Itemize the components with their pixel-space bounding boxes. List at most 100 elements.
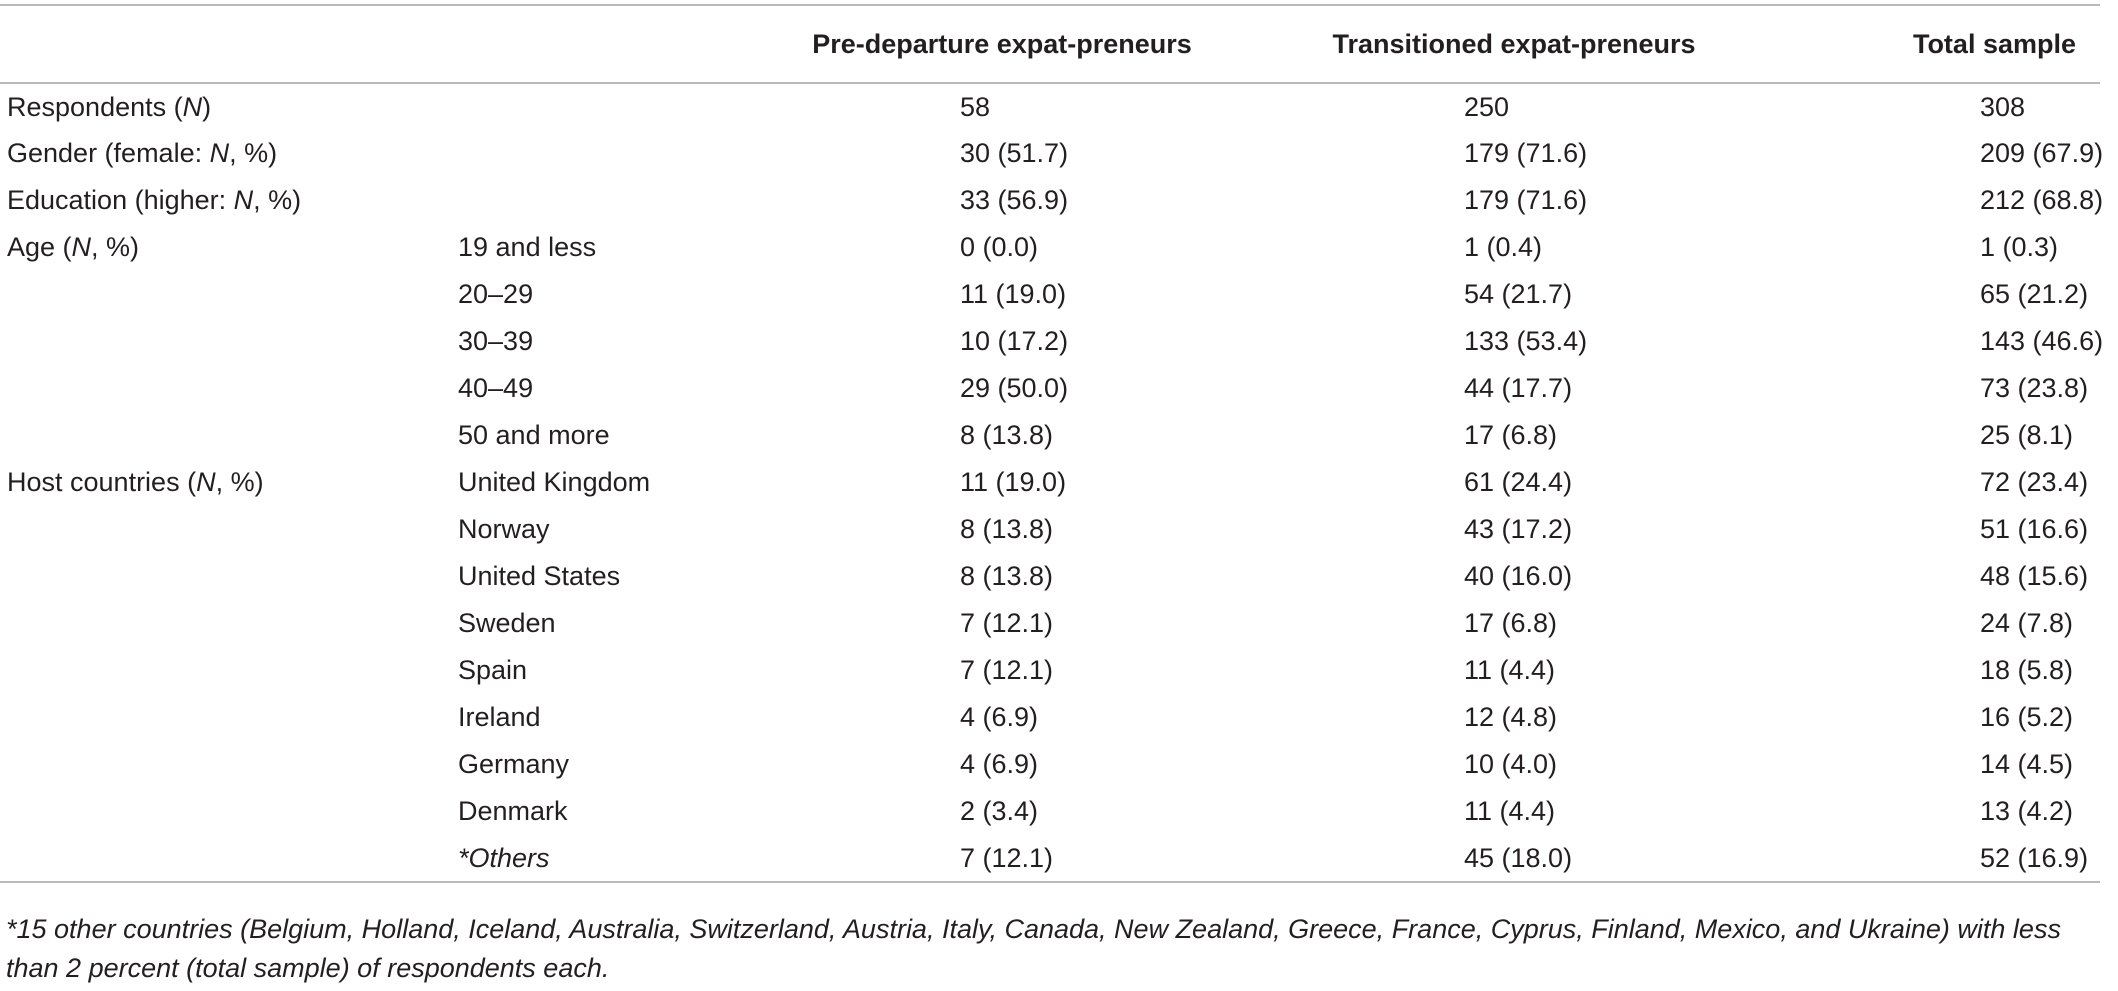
row-subcategory <box>452 83 764 130</box>
header-cell-label <box>0 4 452 84</box>
cell-pre-departure: 8 (13.8) <box>960 561 1054 591</box>
row-label: Host countries (N, %) <box>0 459 452 506</box>
cell-pre-departure: 7 (12.1) <box>764 835 1240 883</box>
cell-total: 25 (8.1) <box>1980 420 2074 450</box>
row-label <box>0 412 452 459</box>
row-subcategory: 40–49 <box>458 373 534 403</box>
cell-transitioned: 44 (17.7) <box>1464 373 1573 403</box>
row-subcategory: Denmark <box>458 796 568 826</box>
header-cell-transitioned: Transitioned expat-preneurs <box>1240 4 1788 84</box>
row-label-text: Education (higher: <box>7 185 234 215</box>
cell-pre-departure: 4 (6.9) <box>960 749 1039 779</box>
table-row: Host countries (N, %) United Kingdom 11 (1… <box>0 459 2100 506</box>
cell-pre-departure: 8 (13.8) <box>960 420 1054 450</box>
cell-transitioned: 179 (71.6) <box>1464 185 1588 215</box>
cell-total: 65 (21.2) <box>1980 279 2089 309</box>
row-label <box>0 788 452 835</box>
row-label-italic: N <box>182 91 203 122</box>
row-label-end: , %) <box>215 467 264 497</box>
table-row: Sweden 7 (12.1) 17 (6.8) 24 (7.8) <box>0 600 2100 647</box>
cell-transitioned: 17 (6.8) <box>1464 608 1558 638</box>
row-subcategory: Germany <box>458 749 570 779</box>
header-cell-sub <box>452 4 764 84</box>
cell-total: 72 (23.4) <box>1980 467 2089 497</box>
cell-total: 212 (68.8) <box>1980 185 2104 215</box>
row-label: Gender (female: N, %) <box>0 130 452 177</box>
table-footnote: *15 other countries (Belgium, Holland, I… <box>6 914 2061 983</box>
cell-total: 308 <box>1980 91 2026 122</box>
row-label <box>0 741 452 788</box>
row-label <box>0 553 452 600</box>
cell-total: 209 (67.9) <box>1980 138 2104 168</box>
table-header: Pre-departure expat-preneurs Transitione… <box>0 4 2100 84</box>
row-label: Respondents (N) <box>0 83 452 130</box>
cell-total: 1 (0.3) <box>1980 232 2059 262</box>
cell-transitioned: 1 (0.4) <box>1464 232 1543 262</box>
cell-total: 51 (16.6) <box>1980 514 2089 544</box>
cell-pre-departure: 8 (13.8) <box>960 514 1054 544</box>
row-label <box>0 694 452 741</box>
row-subcategory: Sweden <box>458 608 556 638</box>
row-label <box>0 600 452 647</box>
cell-pre-departure: 11 (19.0) <box>960 467 1067 497</box>
cell-transitioned: 10 (4.0) <box>1464 749 1558 779</box>
cell-pre-departure: 29 (50.0) <box>960 373 1069 403</box>
row-subcategory: Ireland <box>458 702 541 732</box>
demographics-table: Pre-departure expat-preneurs Transitione… <box>0 4 2104 883</box>
row-label-text: Host countries ( <box>7 467 197 497</box>
row-subcategory: 30–39 <box>458 326 534 356</box>
cell-transitioned: 54 (21.7) <box>1464 279 1573 309</box>
cell-total: 16 (5.2) <box>1980 702 2074 732</box>
table-row: Gender (female: N, %) 30 (51.7) 179 (71.6)… <box>0 130 2104 177</box>
cell-transitioned: 61 (24.4) <box>1464 467 1573 497</box>
table-body: Respondents (N) 58 250 308 Gender (female: N… <box>0 83 2104 883</box>
table-row: *Others 7 (12.1) 45 (18.0) 52 (16.9) <box>0 835 2100 883</box>
cell-total: 48 (15.6) <box>1980 561 2089 591</box>
cell-transitioned: 12 (4.8) <box>1464 702 1558 732</box>
row-label <box>0 365 452 412</box>
cell-total: 52 (16.9) <box>1788 835 2100 883</box>
row-subcategory <box>452 177 764 224</box>
row-subcategory: Spain <box>458 655 528 685</box>
row-label-italic: N <box>233 185 254 215</box>
row-label <box>0 835 452 883</box>
cell-pre-departure: 4 (6.9) <box>960 702 1039 732</box>
row-label-text: Age ( <box>7 232 72 262</box>
cell-total: 24 (7.8) <box>1980 608 2074 638</box>
cell-transitioned: 43 (17.2) <box>1464 514 1573 544</box>
table-row: Norway 8 (13.8) 43 (17.2) 51 (16.6) <box>0 506 2100 553</box>
cell-pre-departure: 10 (17.2) <box>960 326 1069 356</box>
cell-pre-departure: 58 <box>960 91 991 122</box>
row-label-italic: N <box>209 138 230 168</box>
table-row: Ireland 4 (6.9) 12 (4.8) 16 (5.2) <box>0 694 2100 741</box>
row-label-end: , %) <box>91 232 140 262</box>
cell-transitioned: 11 (4.4) <box>1464 796 1556 826</box>
cell-total: 13 (4.2) <box>1980 796 2074 826</box>
cell-total: 14 (4.5) <box>1980 749 2074 779</box>
row-label-end: , %) <box>253 185 302 215</box>
cell-pre-departure: 33 (56.9) <box>960 185 1069 215</box>
cell-pre-departure: 0 (0.0) <box>960 232 1039 262</box>
cell-pre-departure: 30 (51.7) <box>960 138 1069 168</box>
row-label <box>0 271 452 318</box>
row-subcategory: 19 and less <box>458 232 597 262</box>
cell-pre-departure: 7 (12.1) <box>960 655 1054 685</box>
cell-transitioned: 133 (53.4) <box>1464 326 1588 356</box>
table-row: Germany 4 (6.9) 10 (4.0) 14 (4.5) <box>0 741 2100 788</box>
row-label <box>0 506 452 553</box>
table-row: Denmark 2 (3.4) 11 (4.4) 13 (4.2) <box>0 788 2100 835</box>
row-subcategory: *Others <box>452 835 764 883</box>
table-row: Respondents (N) 58 250 308 <box>0 83 2100 130</box>
header-row: Pre-departure expat-preneurs Transitione… <box>0 4 2100 84</box>
cell-total: 18 (5.8) <box>1980 655 2074 685</box>
header-cell-total: Total sample <box>1788 4 2100 84</box>
row-label: Education (higher: N, %) <box>0 177 452 224</box>
cell-transitioned: 45 (18.0) <box>1240 835 1788 883</box>
table-row: 40–49 29 (50.0) 44 (17.7) 73 (23.8) <box>0 365 2100 412</box>
row-label-italic: N <box>71 232 92 262</box>
row-label-text: Gender (female: <box>7 138 210 168</box>
table-row: Spain 7 (12.1) 11 (4.4) 18 (5.8) <box>0 647 2100 694</box>
cell-transitioned: 179 (71.6) <box>1464 138 1588 168</box>
row-label <box>0 318 452 365</box>
